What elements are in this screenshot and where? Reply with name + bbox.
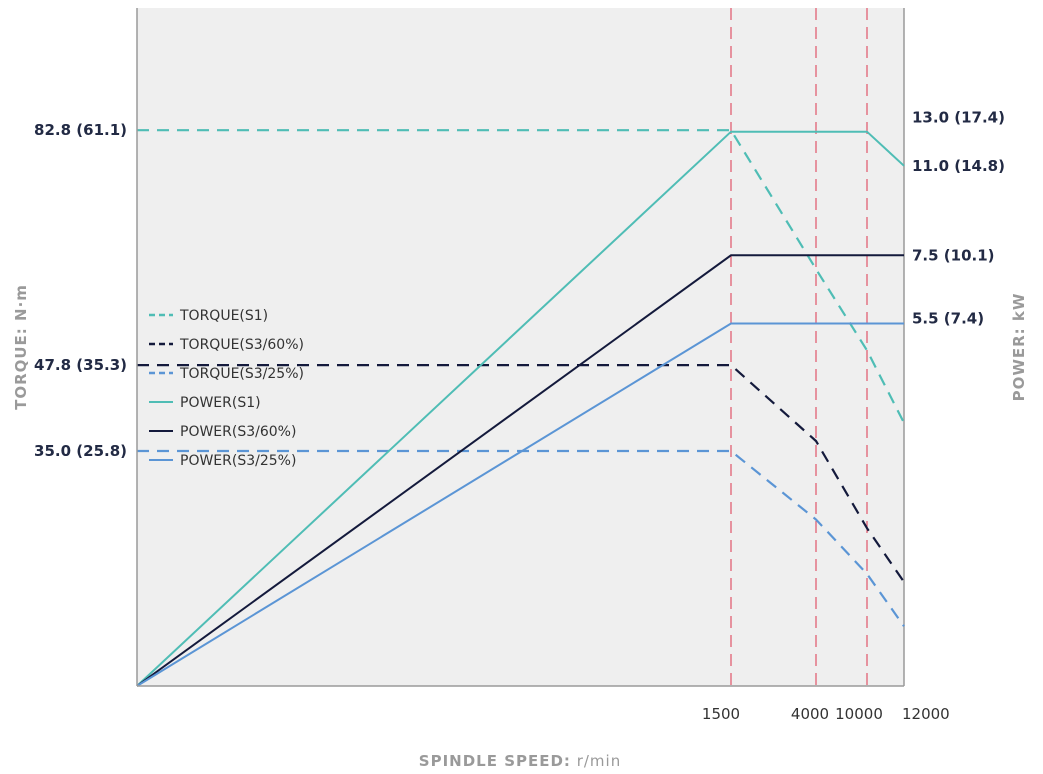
legend-entry-label: POWER(S3/25%) — [180, 453, 296, 469]
series-line-torque-s3-25 — [137, 449, 905, 627]
legend-entry-label: TORQUE(S1) — [179, 308, 268, 324]
legend-entry-label: POWER(S1) — [180, 395, 261, 411]
torque-value-label: 35.0 (25.8) — [34, 442, 127, 460]
x-axis-title: SPINDLE SPEED: r/min — [419, 752, 621, 770]
x-tick-label: 10000 — [835, 705, 883, 723]
value-labels: 82.8 (61.1) 47.8 (35.3) 35.0 (25.8) 13.0 (1… — [34, 109, 1005, 460]
torque-value-label: 82.8 (61.1) — [34, 121, 127, 139]
torque-value-label: 47.8 (35.3) — [34, 356, 127, 374]
series-line-torque-s3-60 — [137, 364, 905, 583]
series-line-power-s3-25 — [136, 322, 904, 687]
series-lines — [136, 129, 905, 687]
plot-area — [137, 8, 904, 686]
power-value-label: 5.5 (7.4) — [912, 310, 984, 328]
x-tick-label: 12000 — [902, 705, 950, 723]
x-tick-label: 4000 — [791, 705, 829, 723]
legend-entry-label: TORQUE(S3/60%) — [179, 337, 304, 353]
axes — [136, 8, 904, 687]
x-axis-title-unit: r/min — [571, 752, 621, 770]
power-value-label: 11.0 (14.8) — [912, 157, 1005, 175]
series-line-power-s1 — [136, 130, 905, 687]
x-tick-labels: 1500 4000 10000 12000 — [702, 705, 950, 723]
legend: TORQUE(S1) TORQUE(S3/60%) TORQUE(S3/25%) PO… — [149, 308, 304, 469]
legend-entry-label: TORQUE(S3/25%) — [179, 366, 304, 382]
x-axis-title-main: SPINDLE SPEED: — [419, 752, 571, 770]
power-value-label: 13.0 (17.4) — [912, 109, 1005, 127]
speed-reference-lines — [730, 8, 905, 686]
series-line-power-s3-60 — [136, 254, 904, 687]
y-axis-right-title: POWER: kW — [1010, 293, 1028, 402]
x-tick-label: 1500 — [702, 705, 740, 723]
y-axis-left-title: TORQUE: N·m — [12, 284, 30, 410]
legend-entry-label: POWER(S3/60%) — [180, 424, 296, 440]
power-value-label: 7.5 (10.1) — [912, 246, 995, 264]
